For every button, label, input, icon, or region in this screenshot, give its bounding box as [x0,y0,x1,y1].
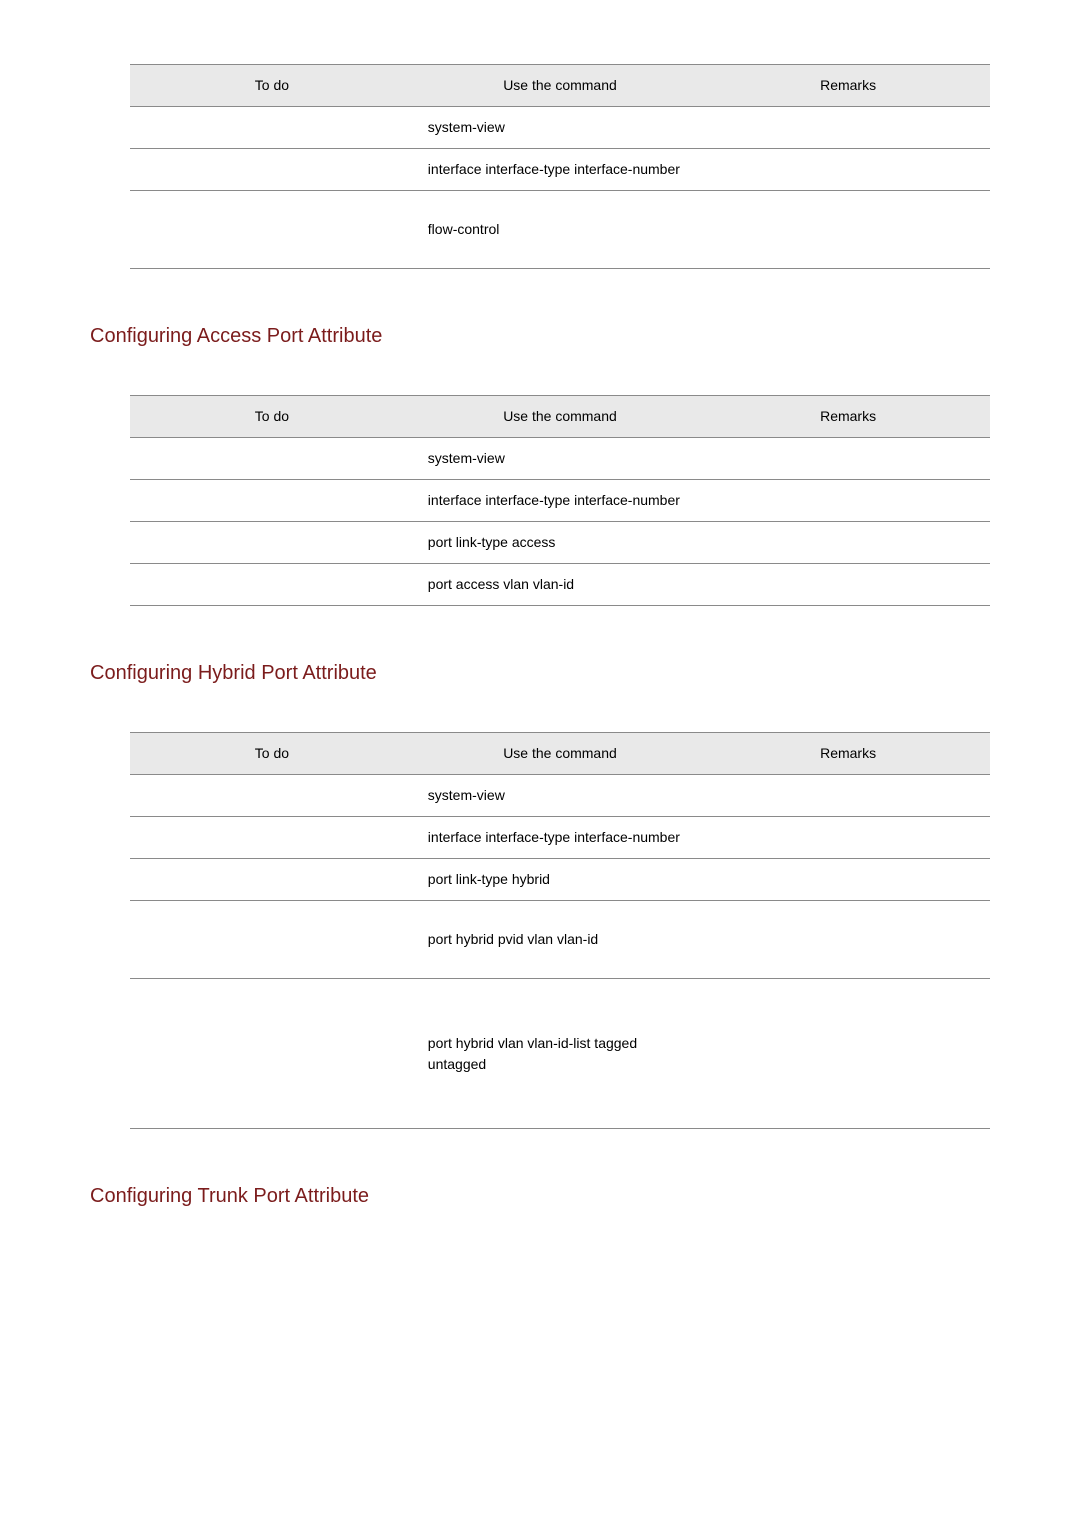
cell-remarks [706,775,990,817]
cell-todo [130,817,414,859]
table-hybrid-port: To do Use the command Remarks system-vie… [130,732,990,1129]
table-row: port link-type hybrid [130,859,990,901]
table-row: system-view [130,107,990,149]
th-todo: To do [130,733,414,775]
cell-command: port link-type access [414,522,706,564]
table-1-wrap: To do Use the command Remarks system-vie… [130,64,990,269]
cell-todo [130,775,414,817]
cell-remarks [706,107,990,149]
table-row: interface interface-type interface-numbe… [130,817,990,859]
th-command: Use the command [414,65,706,107]
cell-remarks [706,522,990,564]
cell-todo [130,480,414,522]
table-row: port hybrid vlan vlan-id-list tagged unt… [130,979,990,1129]
table-3-wrap: To do Use the command Remarks system-vie… [130,706,990,1129]
table-row: port link-type access [130,522,990,564]
cell-remarks [706,438,990,480]
cell-todo [130,107,414,149]
cell-remarks [706,191,990,269]
cell-command: interface interface-type interface-numbe… [414,480,706,522]
th-todo: To do [130,65,414,107]
table-row: interface interface-type interface-numbe… [130,149,990,191]
cell-todo [130,438,414,480]
cell-command: system-view [414,107,706,149]
cell-command: system-view [414,438,706,480]
cell-todo [130,901,414,979]
heading-hybrid-port: Configuring Hybrid Port Attribute [90,658,990,688]
table-row: interface interface-type interface-numbe… [130,480,990,522]
heading-access-port: Configuring Access Port Attribute [90,321,990,351]
table-caption-space [130,1229,990,1255]
table-access-port: To do Use the command Remarks system-vie… [130,395,990,606]
heading-trunk-port: Configuring Trunk Port Attribute [90,1181,990,1211]
cell-command: flow-control [414,191,706,269]
th-command: Use the command [414,733,706,775]
cell-command: system-view [414,775,706,817]
cell-remarks [706,901,990,979]
cell-command: port hybrid vlan vlan-id-list tagged unt… [414,979,706,1129]
table-row: port access vlan vlan-id [130,564,990,606]
table-row: system-view [130,775,990,817]
cell-remarks [706,149,990,191]
cell-remarks [706,817,990,859]
table-flow-control: To do Use the command Remarks system-vie… [130,64,990,269]
cell-command: port link-type hybrid [414,859,706,901]
th-todo: To do [130,396,414,438]
cell-todo [130,979,414,1129]
cell-todo [130,564,414,606]
cell-todo [130,149,414,191]
cell-command: port access vlan vlan-id [414,564,706,606]
cell-remarks [706,859,990,901]
cell-remarks [706,480,990,522]
cell-todo [130,859,414,901]
cell-command: port hybrid pvid vlan vlan-id [414,901,706,979]
th-remarks: Remarks [706,733,990,775]
th-remarks: Remarks [706,65,990,107]
table-row: flow-control [130,191,990,269]
cell-command: interface interface-type interface-numbe… [414,817,706,859]
cell-remarks [706,564,990,606]
table-caption-space [130,706,990,732]
table-row: system-view [130,438,990,480]
table-4-wrap [130,1229,990,1255]
th-remarks: Remarks [706,396,990,438]
th-command: Use the command [414,396,706,438]
table-2-wrap: To do Use the command Remarks system-vie… [130,369,990,606]
table-caption-space [130,369,990,395]
cell-remarks [706,979,990,1129]
table-row: port hybrid pvid vlan vlan-id [130,901,990,979]
cell-command: interface interface-type interface-numbe… [414,149,706,191]
cell-todo [130,191,414,269]
cell-todo [130,522,414,564]
